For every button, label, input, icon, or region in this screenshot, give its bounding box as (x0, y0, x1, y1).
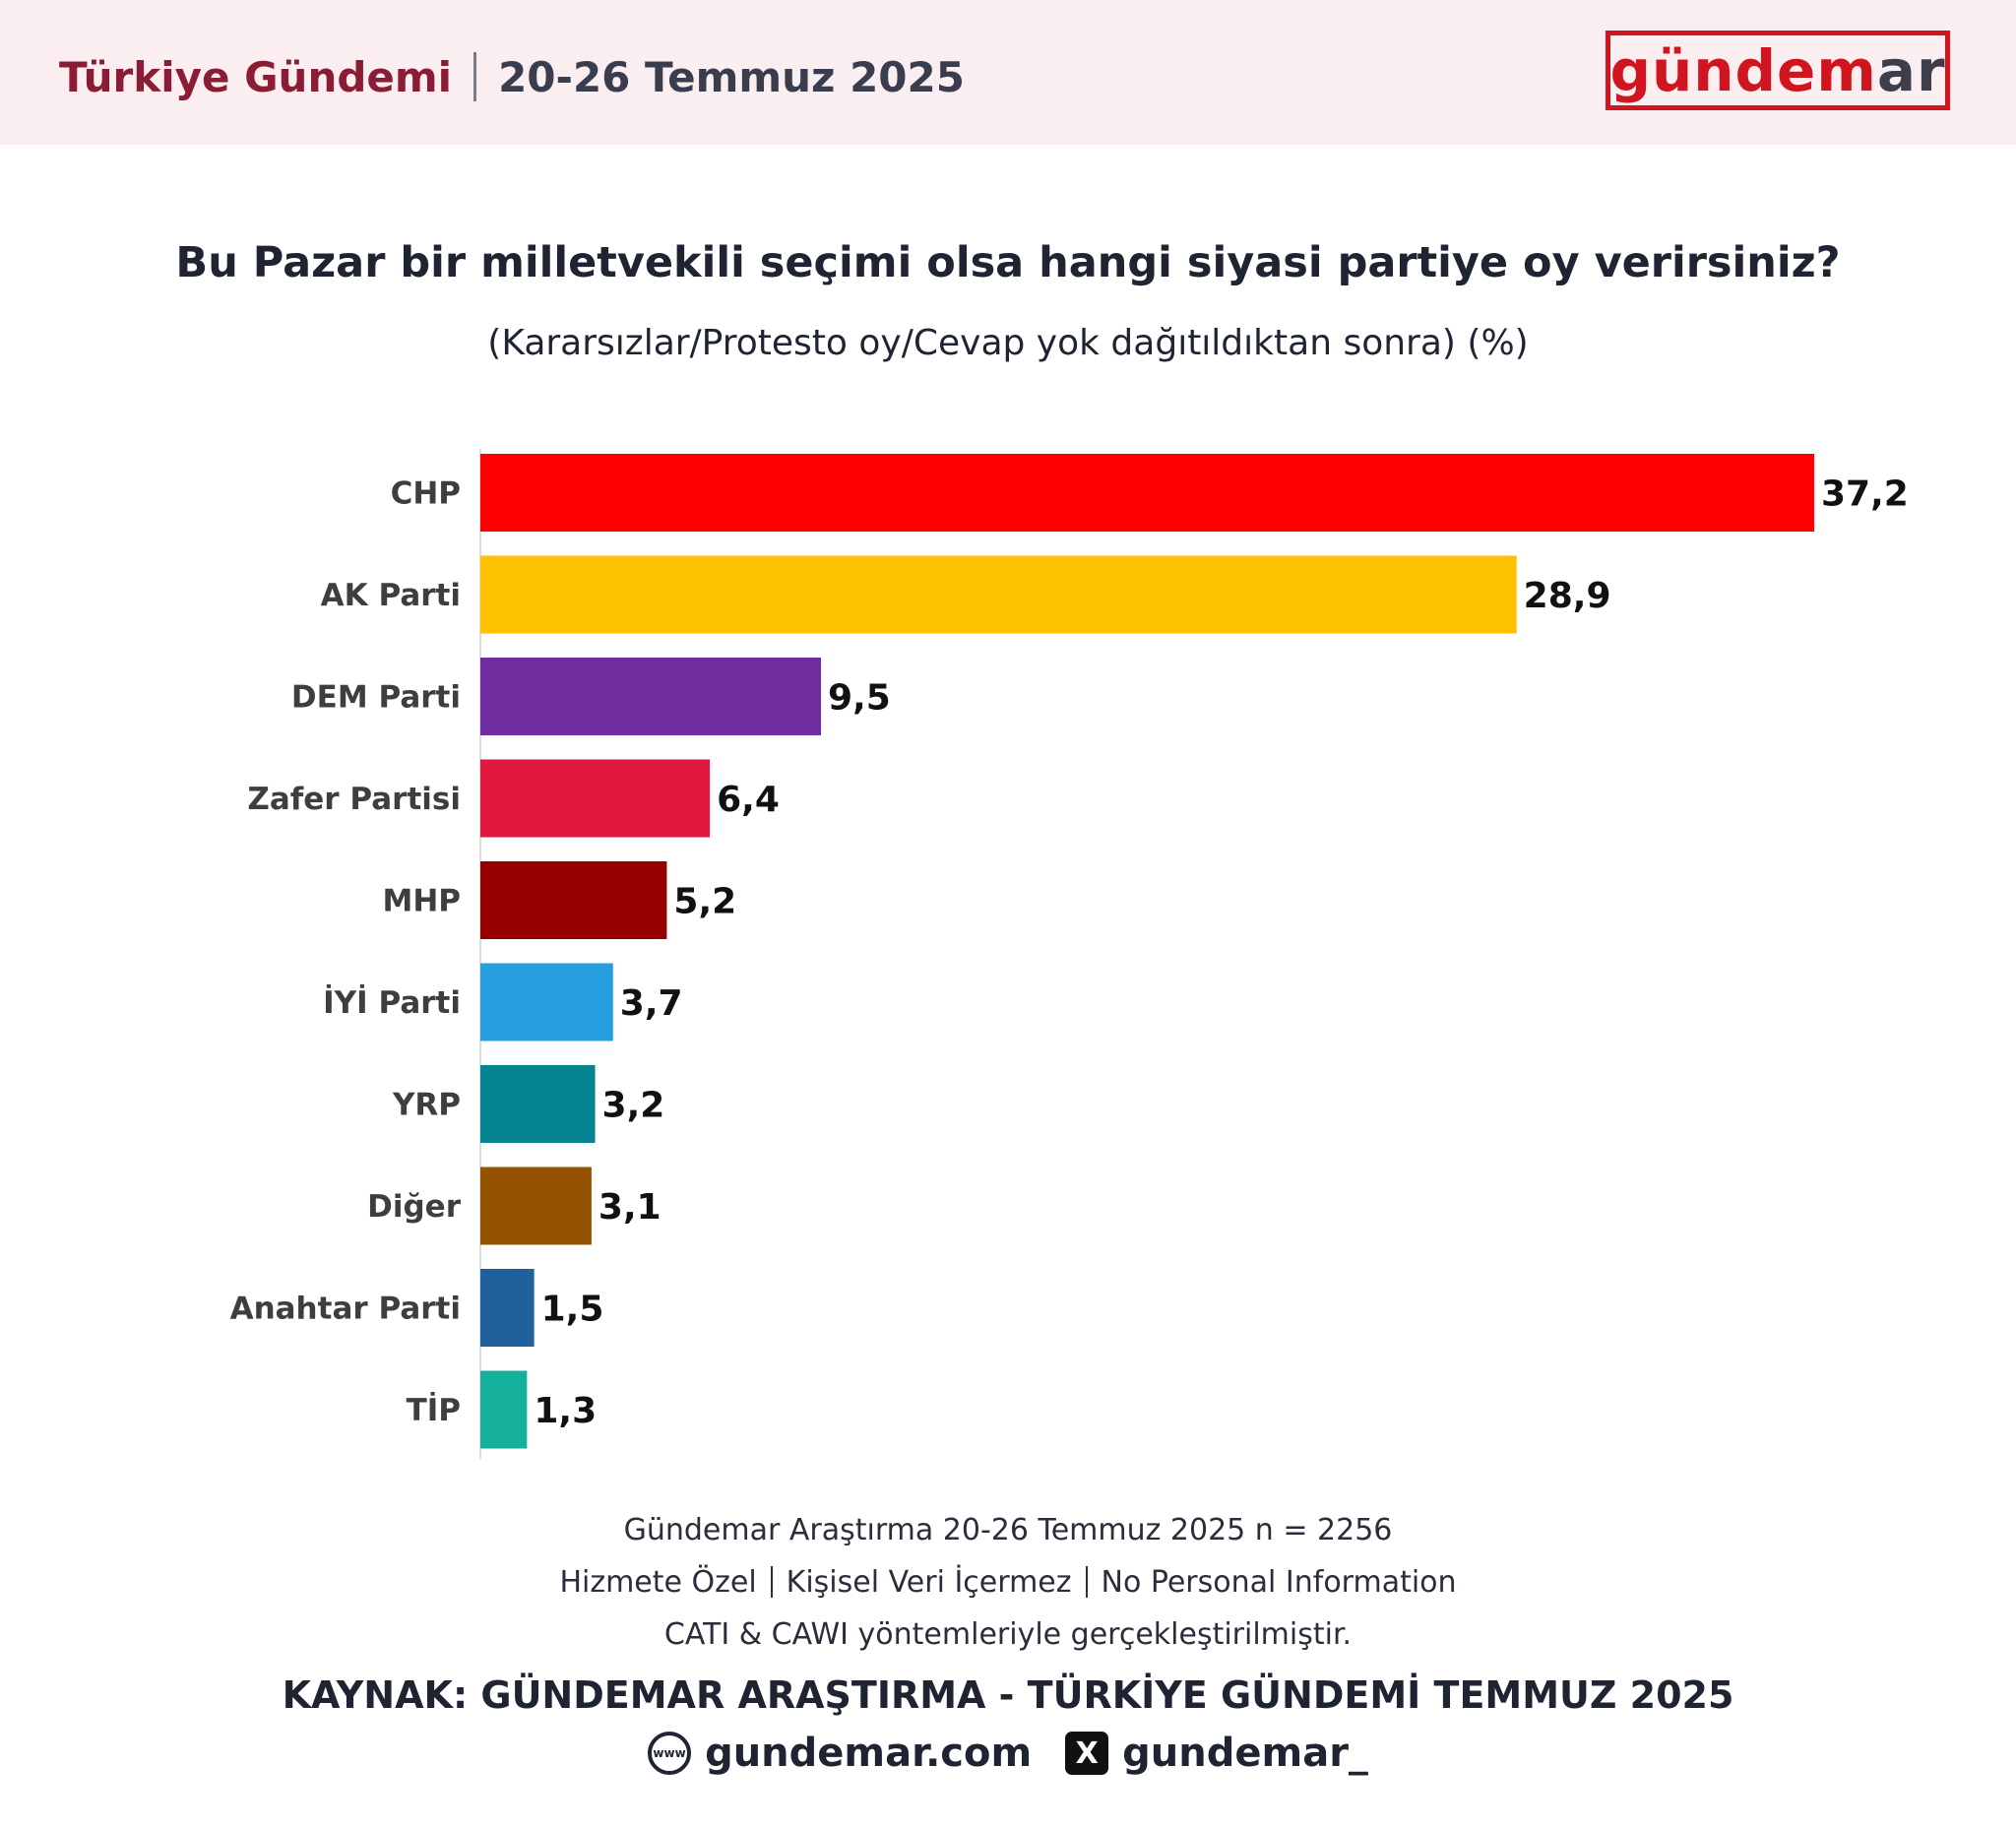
bar-chp (480, 454, 1814, 532)
bar-anahtar-parti (480, 1269, 535, 1347)
logo-text-part2: ar (1876, 36, 1946, 104)
bars-group: CHP 37,2 AK Parti 28,9 DEM Parti 9,5 Zafer Par… (230, 454, 1909, 1449)
category-label-chp: CHP (391, 476, 461, 512)
value-label-dem-parti: 9,5 (828, 678, 891, 719)
logo-text-part1: gündem (1609, 36, 1877, 104)
globe-icon: www (648, 1732, 692, 1775)
website-link[interactable]: gundemar.com (705, 1731, 1033, 1776)
value-label-zafer-partisi: 6,4 (717, 780, 780, 820)
header-divider (473, 52, 477, 101)
footer-divider (1085, 1566, 1088, 1598)
category-label-mhp: MHP (382, 884, 461, 919)
category-label-anahtar-parti: Anahtar Parti (230, 1292, 461, 1327)
x-handle-link[interactable]: gundemar_ (1122, 1731, 1368, 1776)
footer-privacy-a: Hizmete Özel (559, 1565, 757, 1600)
footer-privacy: Hizmete Özel Kişisel Veri İçermez No Perso… (0, 1565, 2016, 1600)
footer-method: CATI & CAWI yöntemleriyle gerçekleştiril… (663, 1617, 1353, 1652)
footer-privacy-c: No Personal Information (1101, 1565, 1457, 1600)
header-date: 20-26 Temmuz 2025 (498, 52, 965, 101)
value-label-di-er: 3,1 (598, 1187, 662, 1228)
category-label-yrp: YRP (392, 1088, 461, 1123)
gundemar-logo: gündem ar (1606, 31, 1950, 110)
value-label-mhp: 5,2 (673, 882, 736, 922)
value-label-anahtar-parti: 1,5 (541, 1290, 604, 1330)
bar-di-er (480, 1167, 592, 1245)
bar-zafer-partisi (480, 759, 711, 838)
header-bar: Türkiye Gündemi 20-26 Temmuz 2025 gündem… (0, 0, 2016, 145)
category-label-dem-parti: DEM Parti (291, 680, 461, 716)
value-label-yrp: 3,2 (602, 1086, 665, 1126)
category-label-ti-p: TİP (407, 1393, 461, 1428)
footer-source: KAYNAK: GÜNDEMAR ARAŞTIRMA - TÜRKİYE GÜN… (282, 1673, 1734, 1717)
header-left: Türkiye Gündemi 20-26 Temmuz 2025 (59, 49, 965, 104)
category-label-di-er: Diğer (367, 1189, 462, 1225)
value-label-ak-parti: 28,9 (1524, 576, 1611, 616)
footer-survey-info: Gündemar Araştırma 20-26 Temmuz 2025 n =… (623, 1513, 1393, 1547)
category-label-ak-parti: AK Parti (321, 578, 461, 613)
bar-dem-parti (480, 658, 822, 735)
footer-social: www gundemar.com X gundemar_ (0, 1731, 2016, 1776)
value-label-i-yi-parti: 3,7 (620, 983, 683, 1024)
value-label-ti-p: 1,3 (534, 1391, 597, 1431)
footer-privacy-b: Kişisel Veri İçermez (786, 1565, 1072, 1600)
bar-ti-p (480, 1370, 528, 1449)
bar-i-yi-parti (480, 963, 613, 1041)
chart-subtitle: (Kararsızlar/Protesto oy/Cevap yok dağıt… (487, 323, 1529, 363)
bar-yrp (480, 1065, 596, 1143)
category-label-i-yi-parti: İYİ Parti (323, 985, 461, 1021)
x-logo-icon: X (1065, 1732, 1109, 1775)
footer-divider (770, 1566, 773, 1598)
chart-title: Bu Pazar bir milletvekili seçimi olsa ha… (175, 238, 1841, 287)
bar-ak-parti (480, 555, 1517, 634)
bar-mhp (480, 861, 667, 939)
value-label-chp: 37,2 (1821, 474, 1909, 515)
bar-chart: CHP 37,2 AK Parti 28,9 DEM Parti 9,5 Zafer Par… (230, 449, 1909, 1459)
category-label-zafer-partisi: Zafer Partisi (247, 782, 461, 817)
header-title: Türkiye Gündemi (59, 52, 453, 101)
